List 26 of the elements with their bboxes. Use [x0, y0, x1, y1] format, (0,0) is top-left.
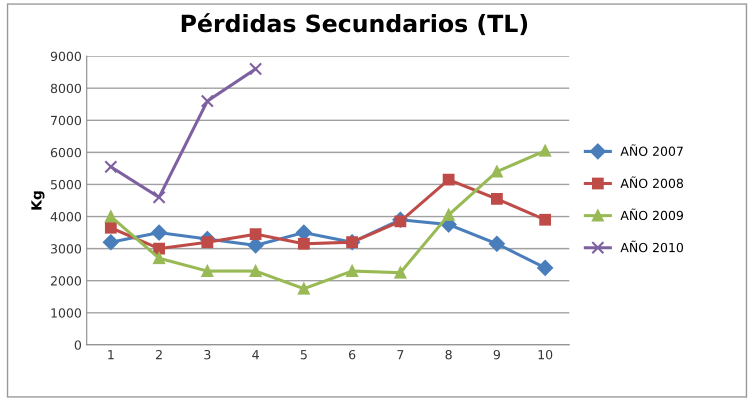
y-tick-label: 9000 — [50, 52, 82, 62]
x-tick-label: 8 — [446, 350, 452, 360]
y-tick-label: 5000 — [51, 180, 82, 190]
legend-label: AÑO 2007 — [620, 144, 683, 156]
legend-label: AÑO 2010 — [620, 240, 684, 252]
x-tick-label: 6 — [349, 350, 356, 360]
y-tick-label: 1000 — [51, 308, 82, 318]
legend-label: AÑO 2009 — [620, 208, 683, 220]
chart-title: Pérdidas Secundarios (TL) — [182, 13, 528, 36]
y-axis-title: Kg — [31, 191, 44, 210]
x-tick-label: 1 — [108, 350, 114, 360]
x-tick-label: 7 — [397, 350, 404, 360]
x-tick-label: 3 — [204, 350, 210, 360]
y-tick-label: 8000 — [50, 84, 82, 94]
x-tick-label: 2 — [156, 350, 162, 360]
y-tick-label: 2000 — [50, 276, 82, 286]
legend-label: AÑO 2008 — [620, 176, 684, 188]
x-tick-label: 5 — [300, 350, 307, 360]
x-tick-label: 4 — [252, 350, 259, 360]
y-tick-label: 7000 — [51, 116, 82, 126]
x-tick-label: 10 — [538, 350, 552, 360]
y-tick-label: 6000 — [50, 148, 82, 158]
y-tick-label: 4000 — [50, 212, 82, 222]
y-tick-label: 3000 — [50, 244, 82, 254]
y-tick-label: 0 — [74, 340, 82, 350]
x-tick-label: 9 — [494, 350, 500, 360]
